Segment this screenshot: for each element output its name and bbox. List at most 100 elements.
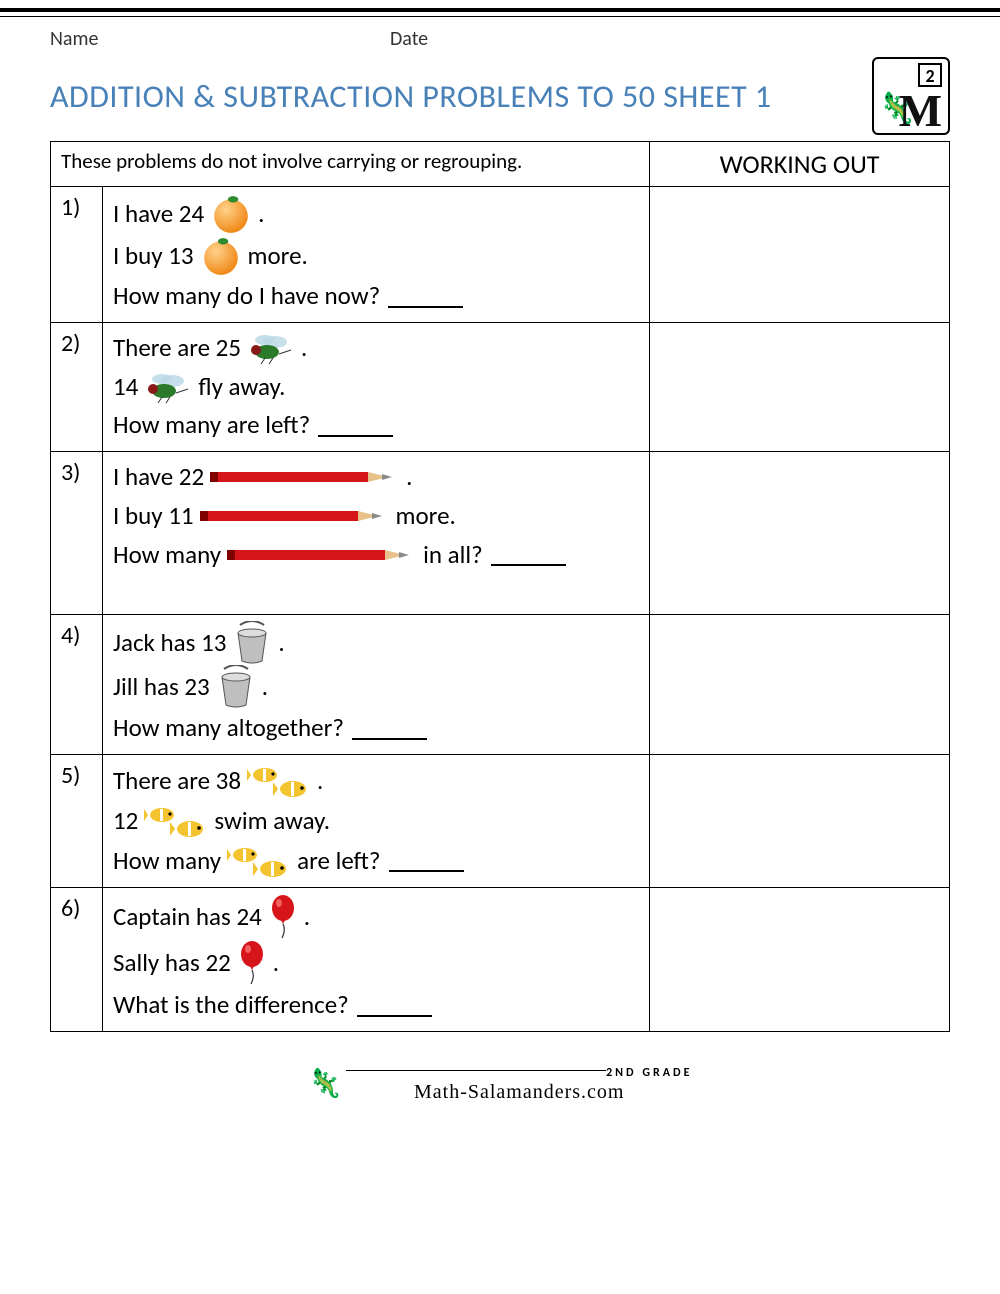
problem-number: 2) bbox=[51, 322, 103, 451]
problem-line: Captain has 24 . bbox=[113, 894, 639, 940]
fish-icon bbox=[247, 761, 311, 801]
working-out-cell[interactable] bbox=[650, 187, 950, 323]
page-rule-thin bbox=[0, 16, 1000, 17]
problem-text: I buy 11 bbox=[113, 497, 194, 536]
answer-blank[interactable] bbox=[388, 285, 463, 308]
problem-number: 4) bbox=[51, 615, 103, 755]
working-out-cell[interactable] bbox=[650, 452, 950, 615]
footer-salamander-icon: 🦎 bbox=[308, 1065, 343, 1100]
problem-text: There are 38 bbox=[113, 762, 241, 801]
problem-text: . bbox=[304, 898, 310, 937]
answer-blank[interactable] bbox=[352, 717, 427, 740]
problem-cell: There are 38 .12 bbox=[103, 755, 650, 888]
problem-text: Jill has 23 bbox=[113, 668, 210, 707]
problem-text: Jack has 13 bbox=[113, 624, 226, 663]
logo-letter: M bbox=[899, 84, 942, 135]
problem-text: How many bbox=[113, 842, 221, 881]
working-out-cell[interactable] bbox=[650, 322, 950, 451]
problem-text: How many do I have now? bbox=[113, 277, 380, 316]
title-row: ADDITION & SUBTRACTION PROBLEMS TO 50 SH… bbox=[50, 57, 950, 135]
problem-number: 1) bbox=[51, 187, 103, 323]
problem-line: There are 38 . bbox=[113, 761, 639, 801]
fly-icon bbox=[247, 330, 295, 366]
page-title: ADDITION & SUBTRACTION PROBLEMS TO 50 SH… bbox=[50, 77, 872, 116]
logo-grade-badge: 2 bbox=[918, 63, 942, 87]
fish-icon bbox=[227, 841, 291, 881]
balloon-icon bbox=[237, 940, 267, 986]
worksheet-page: Name Date ADDITION & SUBTRACTION PROBLEM… bbox=[0, 27, 1000, 1124]
problem-line: There are 25 . bbox=[113, 329, 639, 368]
problem-number: 5) bbox=[51, 755, 103, 888]
problem-text: . bbox=[301, 329, 307, 368]
bucket-icon bbox=[216, 665, 256, 709]
problem-row: 2)There are 25 .14 fly away.How many are… bbox=[51, 322, 950, 451]
problem-row: 5)There are 38 .12 bbox=[51, 755, 950, 888]
footer: 🦎 2ND GRADE Math-Salamanders.com bbox=[50, 1062, 950, 1104]
problem-row: 1)I have 24 .I buy 13 more.How many do I… bbox=[51, 187, 950, 323]
brand-logo: 🦎 M 2 bbox=[872, 57, 950, 135]
date-label: Date bbox=[390, 27, 428, 51]
footer-grade: 2ND GRADE bbox=[606, 1066, 692, 1080]
problem-line: What is the difference? bbox=[113, 986, 639, 1025]
problem-row: 3)I have 22 .I buy 11 more.How many in a… bbox=[51, 452, 950, 615]
problem-text: 12 bbox=[113, 802, 138, 841]
working-out-header: WORKING OUT bbox=[650, 142, 950, 187]
problem-text: . bbox=[406, 458, 412, 497]
working-out-cell[interactable] bbox=[650, 755, 950, 888]
problem-text: . bbox=[278, 624, 284, 663]
problem-line: Jill has 23 . bbox=[113, 665, 639, 709]
pencil-icon bbox=[210, 468, 400, 486]
page-rule-thick bbox=[0, 8, 1000, 12]
problem-line: Jack has 13 . bbox=[113, 621, 639, 665]
problem-line: How many altogether? bbox=[113, 709, 639, 748]
answer-blank[interactable] bbox=[357, 994, 432, 1017]
problem-text: What is the difference? bbox=[113, 986, 349, 1025]
working-out-cell[interactable] bbox=[650, 888, 950, 1032]
problem-line: I buy 13 more. bbox=[113, 235, 639, 277]
problem-text: I have 22 bbox=[113, 458, 204, 497]
problem-cell: I have 22 .I buy 11 more.How many in all… bbox=[103, 452, 650, 615]
problem-text: more. bbox=[248, 237, 308, 276]
problem-text: are left? bbox=[297, 842, 380, 881]
problem-cell: I have 24 .I buy 13 more.How many do I h… bbox=[103, 187, 650, 323]
problem-text: I have 24 bbox=[113, 195, 204, 234]
answer-blank[interactable] bbox=[318, 414, 393, 437]
fly-icon bbox=[144, 369, 192, 405]
problem-text: There are 25 bbox=[113, 329, 241, 368]
problem-text: in all? bbox=[423, 536, 483, 575]
problem-number: 3) bbox=[51, 452, 103, 615]
problem-text: 14 bbox=[113, 368, 138, 407]
footer-site: Math-Salamanders.com bbox=[414, 1081, 625, 1103]
problem-text: I buy 13 bbox=[113, 237, 194, 276]
instructions-cell: These problems do not involve carrying o… bbox=[51, 142, 650, 187]
problem-number: 6) bbox=[51, 888, 103, 1032]
problem-text: Captain has 24 bbox=[113, 898, 262, 937]
problem-line: How many do I have now? bbox=[113, 277, 639, 316]
problem-line: How many are left? bbox=[113, 841, 639, 881]
problem-cell: Jack has 13 .Jill has 23 .How many altog… bbox=[103, 615, 650, 755]
problem-row: 4)Jack has 13 .Jill has 23 .How many alt… bbox=[51, 615, 950, 755]
problem-line: How many in all? bbox=[113, 536, 639, 575]
problem-line: 14 fly away. bbox=[113, 368, 639, 407]
problem-text: fly away. bbox=[198, 368, 285, 407]
problem-cell: There are 25 .14 fly away.How many are l… bbox=[103, 322, 650, 451]
pencil-icon bbox=[227, 546, 417, 564]
problem-text: . bbox=[258, 195, 264, 234]
pencil-icon bbox=[200, 507, 390, 525]
problem-line: How many are left? bbox=[113, 406, 639, 445]
problem-text: swim away. bbox=[214, 802, 330, 841]
problem-text: . bbox=[262, 668, 268, 707]
worksheet-table: These problems do not involve carrying o… bbox=[50, 141, 950, 1032]
problem-line: I have 22 . bbox=[113, 458, 639, 497]
name-label: Name bbox=[50, 27, 390, 51]
bucket-icon bbox=[232, 621, 272, 665]
problem-text: How many bbox=[113, 536, 221, 575]
answer-blank[interactable] bbox=[389, 850, 464, 873]
working-out-cell[interactable] bbox=[650, 615, 950, 755]
problem-text: . bbox=[273, 944, 279, 983]
balloon-icon bbox=[268, 894, 298, 940]
problem-text: . bbox=[317, 762, 323, 801]
problem-line: I buy 11 more. bbox=[113, 497, 639, 536]
answer-blank[interactable] bbox=[491, 544, 566, 567]
header-row: These problems do not involve carrying o… bbox=[51, 142, 950, 187]
